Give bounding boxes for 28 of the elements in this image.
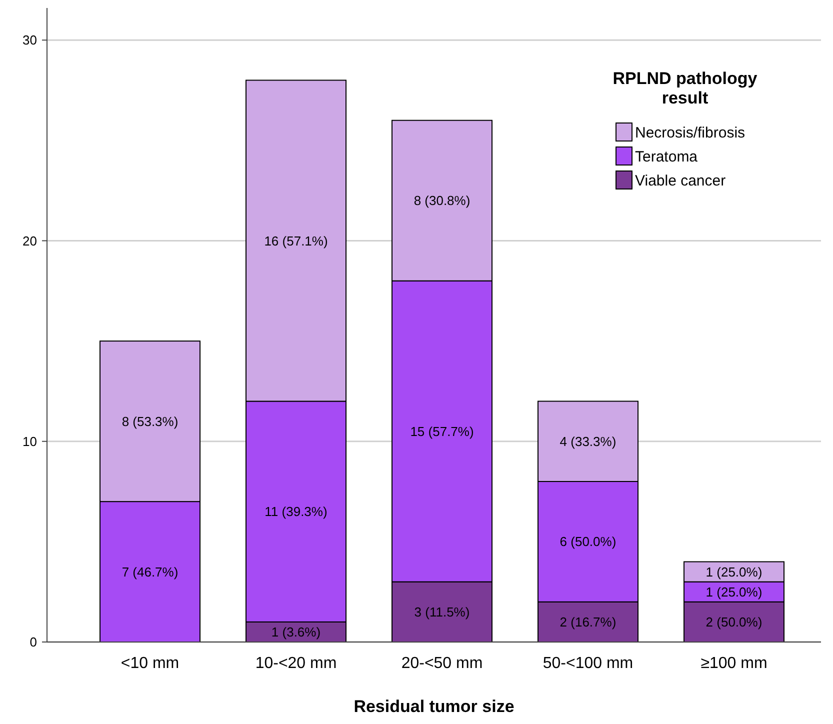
data-label: 2 (50.0%) [706, 614, 762, 630]
legend-label: Viable cancer [635, 172, 726, 190]
y-tick-label: 20 [22, 233, 37, 248]
legend-title: RPLND pathology result [612, 69, 758, 108]
x-axis-title: Residual tumor size [354, 697, 514, 716]
data-label: 6 (50.0%) [560, 534, 616, 550]
data-label: 15 (57.7%) [410, 424, 474, 439]
y-tick-label: 0 [30, 634, 37, 650]
data-label: 11 (39.3%) [264, 504, 328, 520]
x-tick-label: 10-<20 mm [255, 655, 337, 672]
data-label: 7 (46.7%) [122, 564, 178, 580]
legend-label: Necrosis/fibrosis [635, 124, 746, 142]
x-tick-label: 50-<100 mm [542, 655, 634, 672]
x-tick-label: ≥100 mm [700, 655, 768, 672]
data-label: 2 (16.7%) [560, 614, 616, 630]
data-label: 4 (33.3%) [560, 434, 616, 449]
data-label: 8 (30.8%) [414, 193, 470, 208]
x-tick-label: 20-<50 mm [401, 655, 483, 672]
data-label: 8 (53.3%) [122, 414, 178, 429]
data-label: 1 (3.6%) [271, 624, 321, 640]
data-label: 16 (57.1%) [264, 233, 328, 248]
y-tick-label: 10 [22, 434, 37, 449]
legend-label: Teratoma [635, 148, 698, 166]
data-label: 1 (25.0%) [706, 564, 762, 580]
data-label: 1 (25.0%) [706, 584, 762, 600]
x-tick-label: <10 mm [120, 655, 180, 672]
data-label: 3 (11.5%) [414, 604, 470, 620]
y-tick-label: 30 [22, 32, 37, 48]
